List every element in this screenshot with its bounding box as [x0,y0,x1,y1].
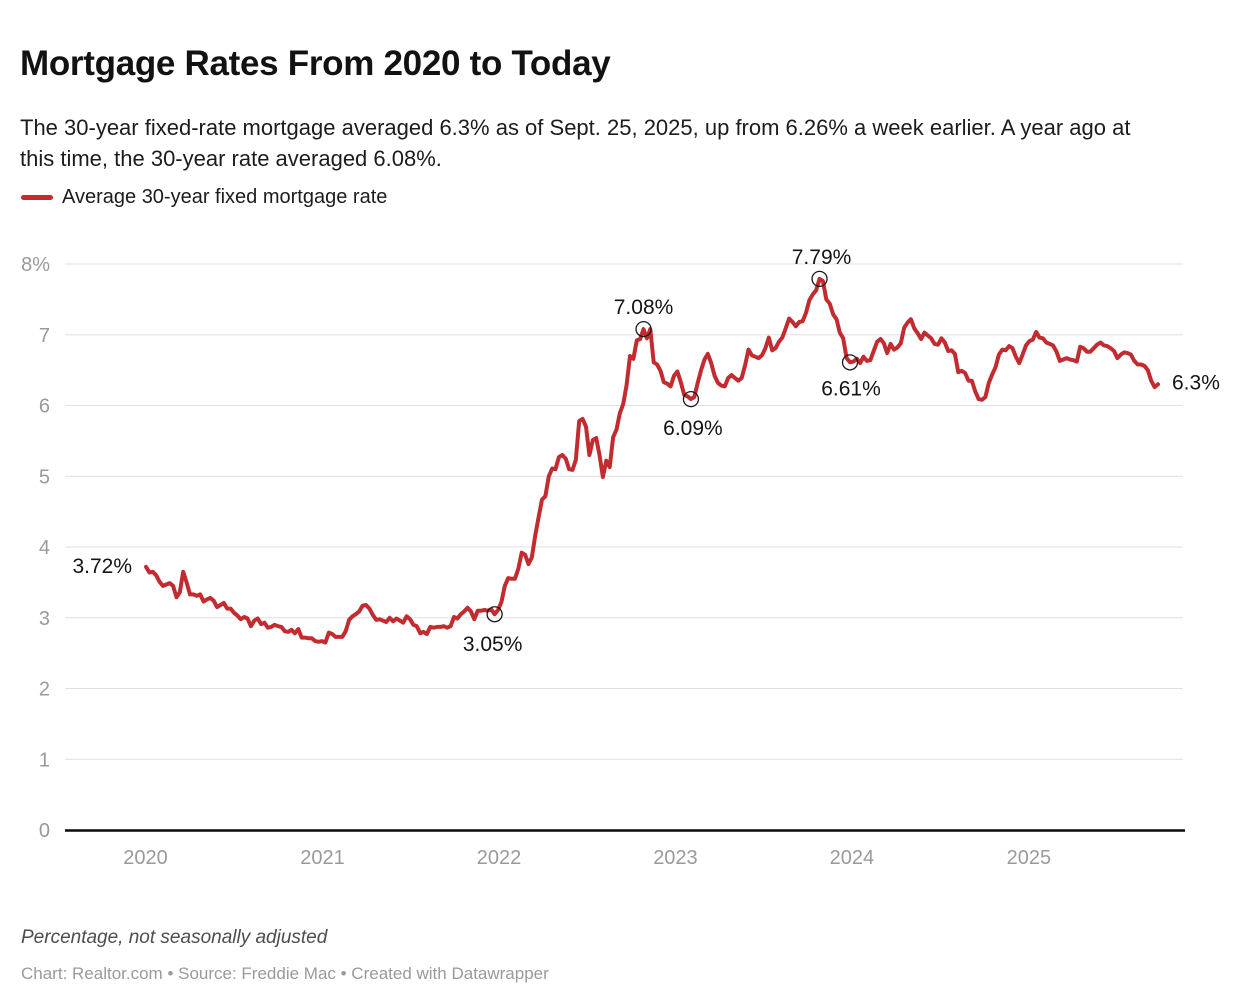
y-tick-label: 8% [21,254,50,276]
annotation-label: 6.3% [1172,371,1220,394]
y-tick-label: 0 [39,820,50,842]
y-tick-label: 5 [39,466,50,488]
rate-line [144,276,1160,645]
annotation-label: 7.08% [614,296,674,319]
annotation-label: 3.72% [72,555,132,578]
chart-subtitle: The 30-year fixed-rate mortgage averaged… [20,115,1131,171]
y-tick-label: 6 [39,396,50,418]
x-tick-label: 2020 [123,847,168,869]
y-tick-label: 7 [39,325,50,347]
annotation-label: 6.61% [821,377,881,400]
annotation-circle [841,354,859,371]
y-tick-label: 4 [39,537,50,559]
legend-label: Average 30-year fixed mortgage rate [62,186,388,208]
x-tick-label: 2025 [1007,847,1052,869]
legend-line-swatch-icon [21,195,53,200]
legend: Average 30-year fixed mortgage rate [21,186,387,209]
footer-note: Percentage, not seasonally adjusted [21,927,328,948]
x-tick-label: 2023 [653,847,698,869]
annotation-circle [682,390,700,408]
footer-credit: Chart: Realtor.com • Source: Freddie Mac… [21,964,549,983]
annotation-circle [486,606,503,623]
annotation-circle [811,270,828,288]
page-title: Mortgage Rates From 2020 to Today [20,44,611,84]
annotation-circle [635,320,652,338]
x-tick-label: 2024 [830,847,875,869]
y-tick-label: 1 [39,749,50,771]
y-tick-label: 3 [39,608,50,630]
annotation-label: 6.09% [663,417,723,440]
x-tick-label: 2022 [477,847,522,869]
y-tick-label: 2 [39,679,50,701]
x-tick-label: 2021 [300,847,345,869]
annotation-label: 7.79% [792,246,852,269]
annotation-label: 3.05% [463,633,523,656]
